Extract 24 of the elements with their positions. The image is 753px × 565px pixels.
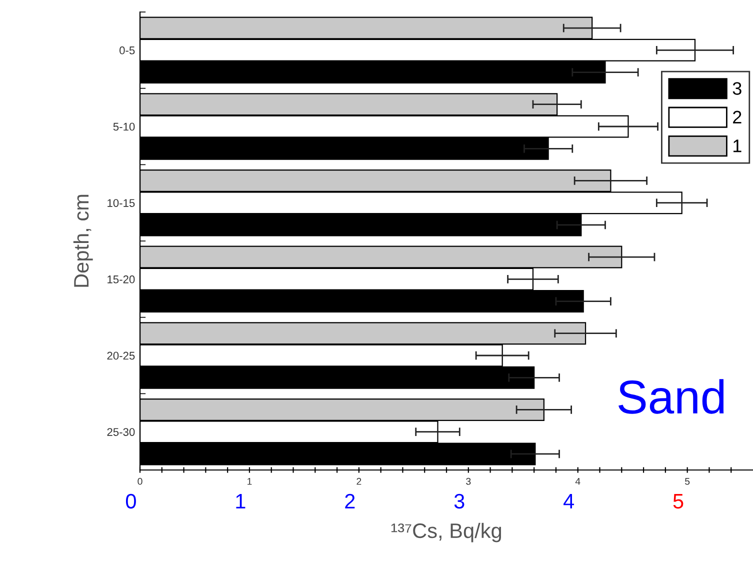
text: 0 [126,494,136,509]
x-tick-label: 4 [575,478,580,485]
y-tick-label: 25-30 [107,428,135,436]
y-tick-label: 0-5 [120,46,135,54]
x-tick-label: 2 [356,478,362,485]
text: 3 [454,494,464,509]
x-tick-label: 0 [138,478,142,485]
x-tick-label: 3 [466,478,471,485]
legend-label: 3 [732,82,742,95]
y-axis-title: Depth, cm [73,194,93,287]
y-tick-label: 10-15 [108,199,135,207]
y-tick-label: 15-20 [108,275,135,284]
x-axis-title: ¹³⁷Cs, Bq/kg [391,522,502,542]
y-tick-label: 20-25 [107,352,135,360]
text: 1 [236,494,246,508]
legend-label: 2 [733,110,742,124]
legend-label: 1 [734,140,742,152]
text: 2 [345,494,355,508]
y-tick-label: 5-10 [113,122,135,131]
annotation: Sand [618,379,724,414]
x-tick-label: 1 [248,478,252,485]
x-tick-label: 5 [685,478,690,485]
text: 5 [673,494,684,509]
text: 4 [564,494,574,508]
